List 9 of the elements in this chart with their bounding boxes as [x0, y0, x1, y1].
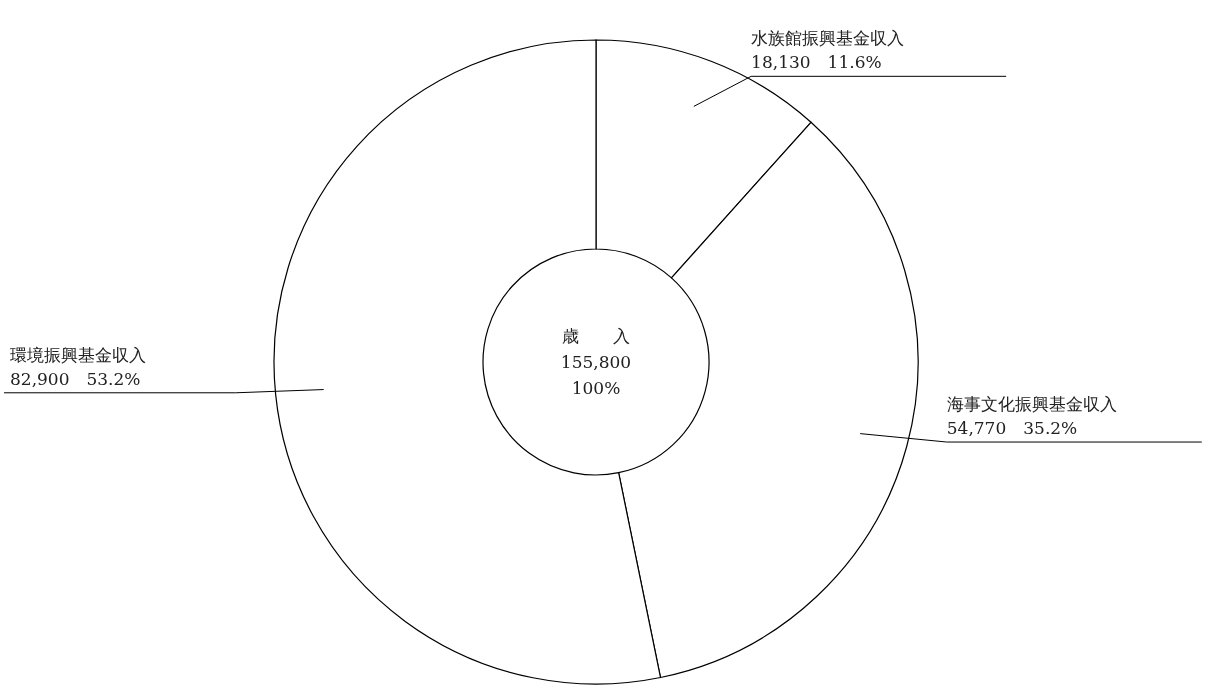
slice-label: 環境振興基金収入: [10, 344, 146, 365]
text: 155,800: [560, 352, 632, 372]
text: 歳 入: [562, 326, 630, 346]
data-label: 18,130 11.6%: [751, 52, 882, 73]
text: 100%: [571, 378, 621, 398]
slice-label: 水族館振興基金収入: [751, 28, 905, 49]
data-label: 54,770 35.2%: [946, 418, 1078, 439]
data-label: 82,900 53.2%: [10, 368, 141, 389]
slice-label: 海事文化振興基金収入: [946, 394, 1117, 415]
